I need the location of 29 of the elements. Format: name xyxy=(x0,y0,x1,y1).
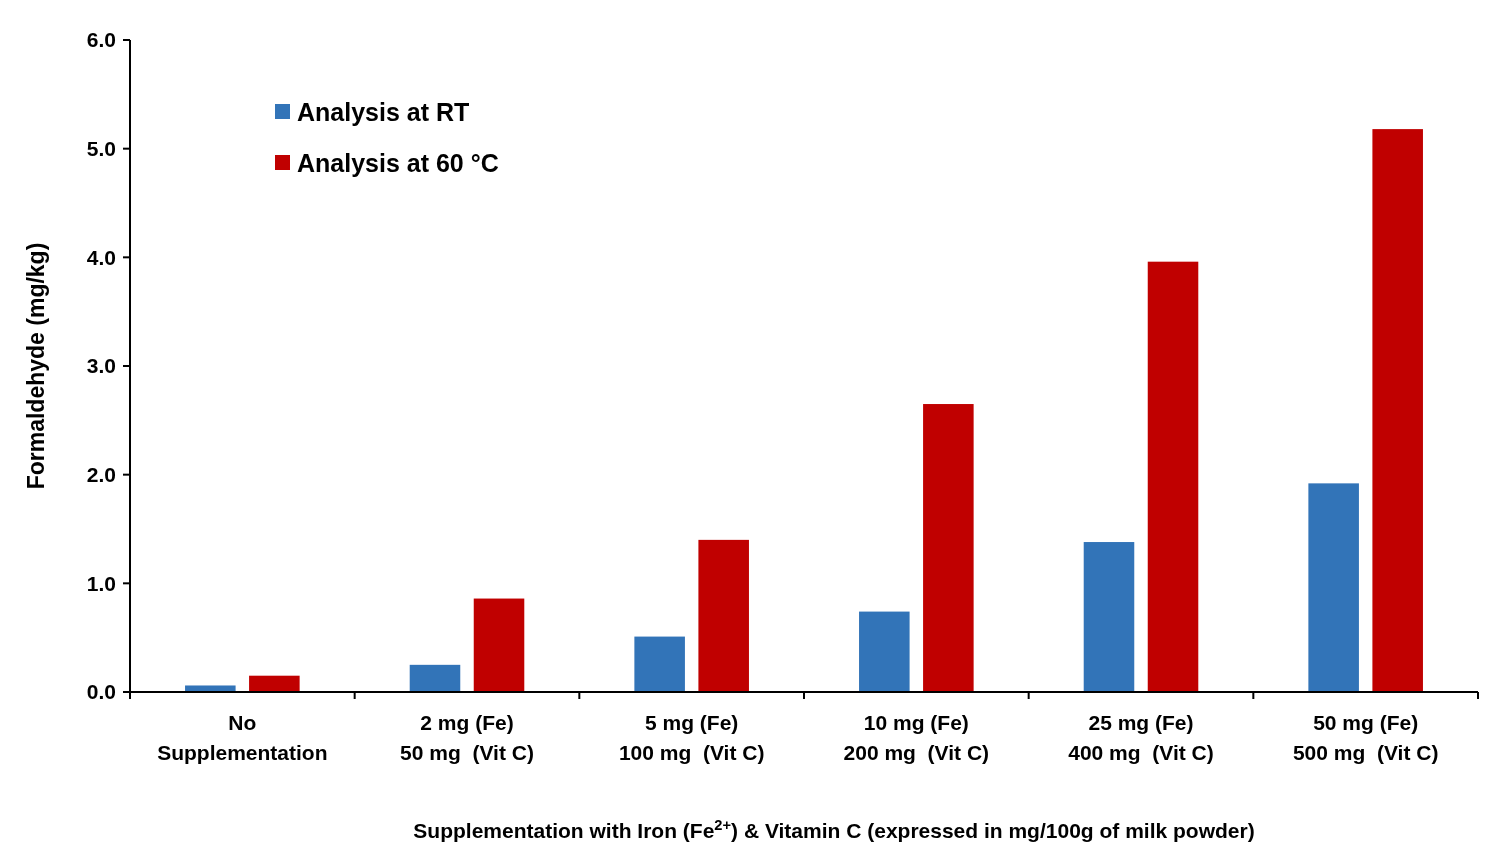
y-tick-label: 6.0 xyxy=(86,28,116,52)
bar xyxy=(923,404,974,692)
y-axis-title: Formaldehyde (mg/kg) xyxy=(23,242,49,490)
x-axis-title: Supplementation with Iron (Fe$^{2+}$) & Vitamin C (expressed in mg/100g of milk powder) xyxy=(413,817,1255,842)
bar xyxy=(409,664,461,692)
bar xyxy=(1083,542,1135,692)
y-tick-label: 1.0 xyxy=(86,571,116,595)
x-tick-label: 2 mg (Fe) 50 mg (Vit C) xyxy=(400,711,534,764)
y-tick-label: 5.0 xyxy=(86,137,116,161)
y-tick-label: 2.0 xyxy=(86,463,116,487)
bar xyxy=(634,636,685,692)
y-tick-label: 0.0 xyxy=(86,680,116,704)
bar xyxy=(698,539,749,692)
x-tick-label: 5 mg (Fe) 100 mg (Vit C) xyxy=(618,711,765,764)
y-tick-label: 4.0 xyxy=(86,245,116,269)
bar xyxy=(185,685,236,692)
bar xyxy=(1372,129,1423,692)
bar xyxy=(249,675,300,692)
bar xyxy=(859,611,910,692)
legend-label: Analysis at RT xyxy=(297,97,470,126)
x-tick-label: No Supplementation xyxy=(157,711,328,764)
bar xyxy=(1308,483,1359,692)
legend-label: Analysis at 60 °C xyxy=(297,148,499,177)
x-tick-label: 50 mg (Fe) 500 mg (Vit C) xyxy=(1292,711,1439,764)
bar xyxy=(473,598,525,692)
x-tick-label: 10 mg (Fe) 200 mg (Vit C) xyxy=(843,711,990,764)
x-tick-label: 25 mg (Fe) 400 mg (Vit C) xyxy=(1068,711,1214,764)
bar xyxy=(1147,261,1199,692)
y-tick-label: 3.0 xyxy=(86,354,116,378)
